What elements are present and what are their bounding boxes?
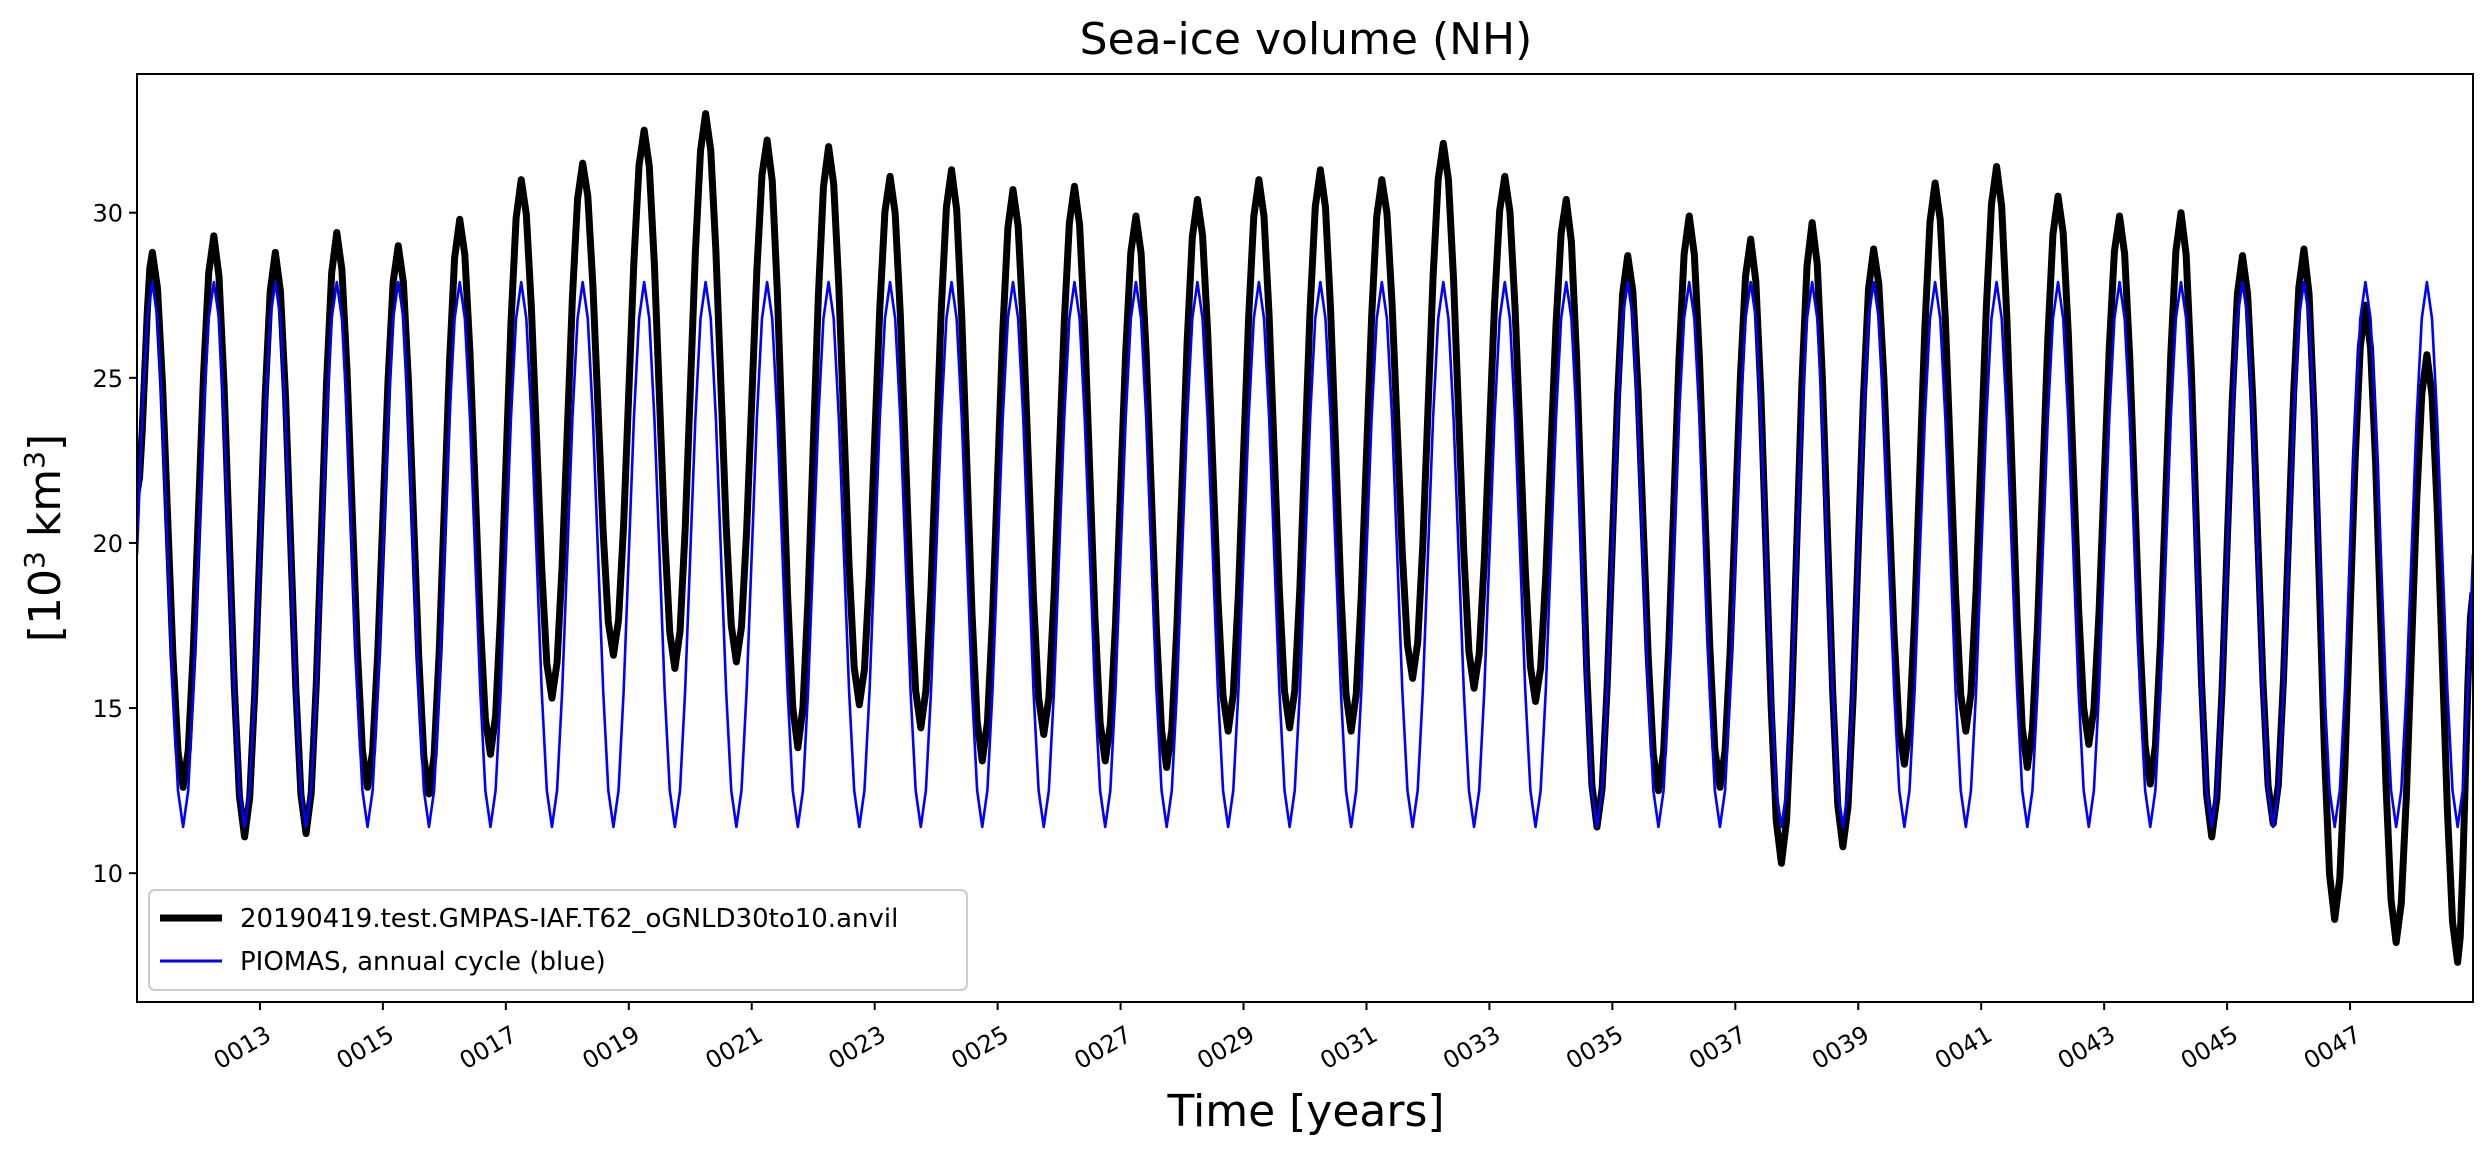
series-line-model xyxy=(137,110,2473,966)
y-tick-label: 30 xyxy=(92,200,123,228)
plot-frame xyxy=(136,73,2474,1003)
y-tick-label: 20 xyxy=(92,530,123,558)
y-tick-label: 25 xyxy=(92,365,123,393)
series-line-piomas xyxy=(137,280,2473,829)
legend-label-piomas: PIOMAS, annual cycle (blue) xyxy=(240,947,606,977)
legend-box xyxy=(148,889,968,991)
x-axis-title: Time [years] xyxy=(1166,1086,1444,1137)
plot-area xyxy=(137,110,2473,966)
chart-title: Sea-ice volume (NH) xyxy=(1080,14,1533,65)
legend-label-model: 20190419.test.GMPAS-IAF.T62_oGNLD30to10.… xyxy=(240,904,898,934)
y-axis: 10 15 20 25 30 xyxy=(92,200,137,888)
y-tick-label: 15 xyxy=(92,695,123,723)
y-axis-title: [103 km3] xyxy=(18,434,72,642)
legend: 20190419.test.GMPAS-IAF.T62_oGNLD30to10.… xyxy=(148,889,968,991)
y-tick-label: 10 xyxy=(92,860,123,888)
